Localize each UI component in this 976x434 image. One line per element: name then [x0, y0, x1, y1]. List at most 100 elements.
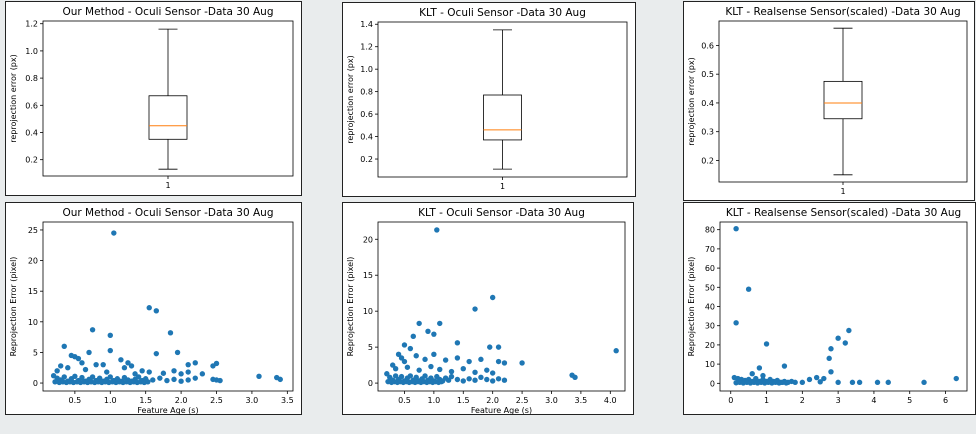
- data-point: [826, 355, 832, 362]
- data-point: [111, 230, 117, 236]
- x-tick-label: 3.5: [575, 396, 588, 405]
- x-axis-label: Feature Age (s): [471, 406, 532, 414]
- y-tick-label: 60: [705, 264, 715, 273]
- data-point: [416, 367, 422, 373]
- data-point: [460, 378, 466, 384]
- data-point: [407, 373, 414, 379]
- data-point: [404, 364, 411, 370]
- data-point: [256, 373, 262, 380]
- y-tick-label: 80: [705, 226, 715, 235]
- x-tick-label: 3.0: [246, 396, 259, 405]
- data-point: [107, 332, 113, 338]
- data-point: [104, 369, 110, 375]
- plot-frame: [719, 221, 968, 392]
- y-tick-label: 1.4: [360, 20, 373, 29]
- x-tick-label: 1.0: [428, 396, 441, 405]
- y-tick-label: 1.0: [25, 47, 38, 56]
- chart-svg: KLT - Realsense Sensor(scaled) -Data 30 …: [687, 207, 968, 405]
- x-tick-label: 1.0: [104, 396, 117, 405]
- data-point: [613, 348, 619, 354]
- plot-frame: [377, 221, 626, 392]
- x-tick-label: 6: [943, 396, 948, 405]
- data-point: [842, 340, 848, 346]
- data-point: [425, 328, 431, 335]
- data-point: [484, 376, 490, 383]
- data-point: [100, 361, 106, 368]
- data-point: [434, 227, 440, 233]
- data-point: [501, 377, 508, 383]
- x-tick-label: 4.0: [604, 396, 617, 405]
- data-point: [174, 349, 181, 356]
- data-point: [146, 369, 152, 375]
- data-point: [398, 373, 405, 380]
- data-point: [61, 374, 67, 380]
- data-point: [52, 379, 58, 385]
- y-tick-label: 10: [705, 360, 715, 369]
- data-point: [422, 356, 428, 363]
- data-point: [121, 365, 128, 371]
- x-tick-label: 2.0: [175, 396, 188, 405]
- data-point: [921, 379, 927, 386]
- chart-title: Our Method - Oculi Sensor -Data 30 Aug: [62, 207, 273, 219]
- data-point: [763, 341, 770, 347]
- y-tick-label: 0.4: [25, 128, 38, 137]
- y-axis-label: Reprojection Error (pixel): [9, 257, 18, 357]
- x-tick-label: 0: [728, 396, 733, 405]
- data-point: [185, 369, 191, 375]
- y-tick-label: 30: [705, 322, 715, 331]
- data-point: [413, 353, 419, 359]
- y-tick-label: 20: [705, 341, 715, 350]
- y-axis-label: reprojection error (px): [687, 57, 696, 146]
- data-point: [495, 344, 502, 350]
- data-point: [460, 366, 466, 372]
- data-point: [132, 371, 138, 377]
- data-point: [454, 340, 461, 346]
- data-point: [799, 379, 806, 386]
- data-point: [835, 379, 841, 386]
- data-point: [431, 331, 437, 337]
- x-tick-label: 5: [907, 396, 912, 405]
- data-point: [442, 357, 449, 363]
- box-iqr: [483, 94, 522, 141]
- data-point: [489, 378, 496, 384]
- data-point: [438, 378, 445, 385]
- data-point: [472, 369, 478, 376]
- data-point: [128, 363, 135, 369]
- y-tick-label: 20: [363, 235, 373, 244]
- data-point: [466, 376, 472, 382]
- data-point: [454, 355, 461, 361]
- x-tick-label: 1.5: [457, 396, 470, 405]
- y-tick-label: 0.6: [701, 41, 714, 50]
- data-point: [86, 349, 92, 356]
- data-point: [178, 371, 184, 377]
- data-point: [89, 374, 96, 380]
- data-point: [478, 356, 484, 363]
- data-point: [953, 375, 959, 382]
- data-point: [61, 343, 67, 350]
- x-tick-label: 2.0: [486, 396, 499, 405]
- chart-panel-box-klt-oculi: KLT - Oculi Sensor -Data 30 Aug 0.2 0.4 0.6…: [342, 2, 636, 197]
- y-tick-label: 0.3: [701, 128, 714, 137]
- data-point: [160, 370, 167, 376]
- data-point: [118, 357, 124, 363]
- data-point: [495, 376, 502, 382]
- box-iqr: [148, 95, 188, 140]
- data-point: [390, 362, 396, 368]
- data-point: [79, 360, 85, 366]
- chart-title: KLT - Realsense Sensor(scaled) -Data 30 …: [726, 207, 961, 219]
- chart-panel-box-klt-realsense: KLT - Realsense Sensor(scaled) -Data 30 …: [683, 1, 975, 201]
- data-point: [781, 363, 788, 369]
- data-point: [489, 294, 496, 301]
- data-point: [145, 379, 151, 385]
- data-point: [392, 366, 399, 372]
- data-point: [487, 344, 493, 350]
- chart-svg: KLT - Oculi Sensor -Data 30 Aug 0.2 0.4 0.6…: [346, 7, 628, 191]
- y-tick-label: 0.8: [360, 88, 373, 97]
- data-point: [395, 351, 402, 358]
- chart-title: KLT - Oculi Sensor -Data 30 Aug: [419, 7, 586, 19]
- data-point: [445, 377, 452, 383]
- data-point: [856, 379, 863, 386]
- data-point: [437, 320, 443, 327]
- data-point: [167, 330, 174, 336]
- data-point: [749, 371, 755, 377]
